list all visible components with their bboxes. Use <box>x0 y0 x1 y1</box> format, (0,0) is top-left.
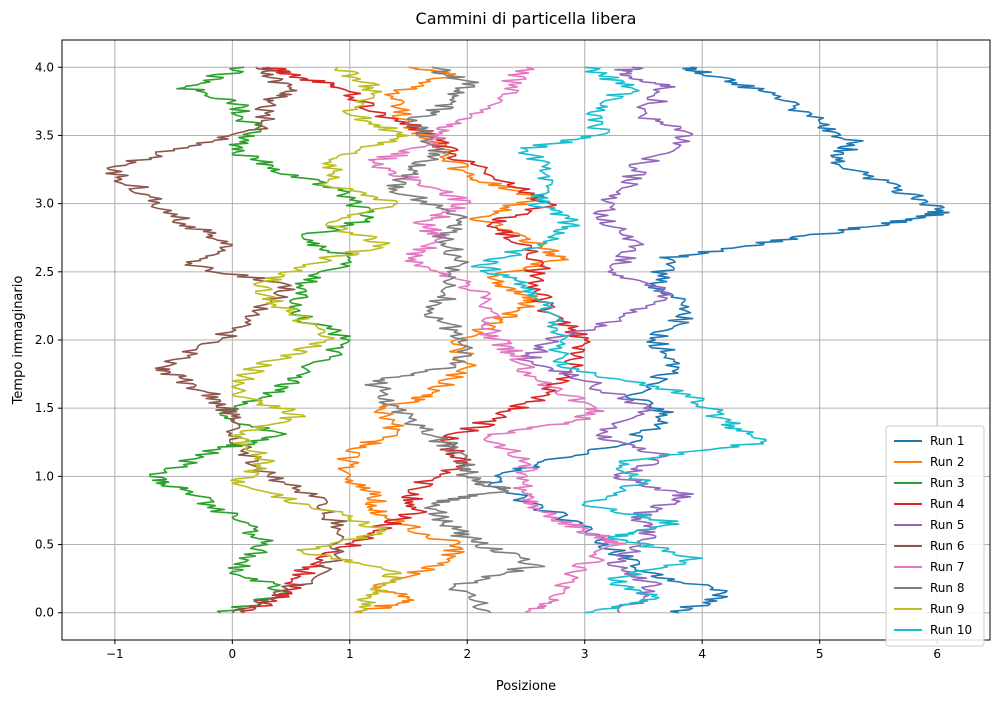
legend-label: Run 7 <box>930 560 964 574</box>
series-line-run-2 <box>336 66 569 614</box>
x-axis-label: Posizione <box>496 679 556 694</box>
x-tick-label: −1 <box>106 647 124 661</box>
y-tick-label: 3.5 <box>35 128 54 142</box>
series-line-run-3 <box>149 66 375 614</box>
x-tick-label: 0 <box>229 647 237 661</box>
legend-label: Run 4 <box>930 497 964 511</box>
y-tick-label: 1.5 <box>35 401 54 415</box>
series-line-run-5 <box>515 66 694 614</box>
legend-label: Run 2 <box>930 455 964 469</box>
x-axis-ticks: −1 0 1 2 3 4 5 6 <box>106 640 941 661</box>
y-tick-label: 4.0 <box>35 60 54 74</box>
grid <box>62 40 990 640</box>
y-tick-label: 2.0 <box>35 333 54 347</box>
y-tick-label: 0.0 <box>35 606 54 620</box>
x-tick-label: 4 <box>698 647 706 661</box>
y-tick-label: 3.0 <box>35 197 54 211</box>
legend-label: Run 3 <box>930 476 964 490</box>
series-line-run-1 <box>487 66 950 614</box>
series-line-run-9 <box>230 66 410 614</box>
y-axis-ticks: 0.0 0.5 1.0 1.5 2.0 2.5 3.0 3.5 4.0 <box>35 60 62 620</box>
series-group <box>105 66 950 614</box>
series-line-run-6 <box>105 66 348 614</box>
y-axis-label: Tempo immaginario <box>11 276 26 406</box>
series-line-run-8 <box>364 66 546 614</box>
legend-label: Run 5 <box>930 518 964 532</box>
y-tick-label: 0.5 <box>35 538 54 552</box>
legend-label: Run 9 <box>930 602 964 616</box>
y-tick-label: 1.0 <box>35 469 54 483</box>
series-line-run-7 <box>368 66 627 613</box>
legend-label: Run 8 <box>930 581 964 595</box>
chart-title: Cammini di particella libera <box>416 9 637 28</box>
x-tick-label: 1 <box>346 647 354 661</box>
x-tick-label: 6 <box>933 647 941 661</box>
legend-label: Run 1 <box>930 434 964 448</box>
legend-label: Run 6 <box>930 539 964 553</box>
legend: Run 1 Run 2 Run 3 Run 4 Run 5 Run 6 Run 7 Run 8… <box>885 425 985 647</box>
legend-label: Run 10 <box>930 623 972 637</box>
legend-box <box>885 425 985 647</box>
x-tick-label: 2 <box>463 647 471 661</box>
x-tick-label: 5 <box>816 647 824 661</box>
series-line-run-10 <box>470 66 767 614</box>
y-tick-label: 2.5 <box>35 265 54 279</box>
x-tick-label: 3 <box>581 647 589 661</box>
